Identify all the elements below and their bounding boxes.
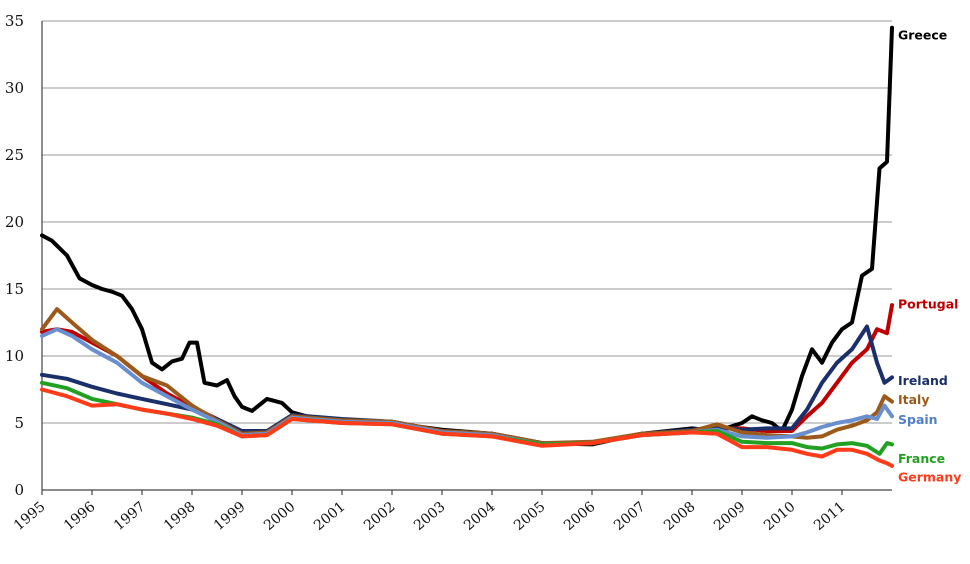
x-tick-label: 1995 <box>11 499 49 534</box>
y-tick-label: 30 <box>5 79 24 97</box>
x-tick-labels: 1995 1996 1997 1998 1999 2000 2001 2002 2003 2004… <box>11 499 849 534</box>
x-tick-label: 1999 <box>211 499 249 534</box>
x-tick-label: 2009 <box>711 499 749 534</box>
series-label-greece: Greece <box>898 27 947 42</box>
y-tick-label: 0 <box>14 481 24 499</box>
series-label-france: France <box>898 451 945 466</box>
x-tick-label: 2005 <box>511 499 549 534</box>
x-tick-label: 2007 <box>611 499 649 534</box>
y-tick-label: 10 <box>5 347 24 365</box>
y-tick-label: 5 <box>14 414 24 432</box>
x-tick-label: 1997 <box>111 499 149 534</box>
x-tick-label: 2003 <box>411 499 449 534</box>
y-tick-label: 35 <box>5 12 24 30</box>
y-tick-labels: 0 5 10 15 20 25 30 35 <box>5 12 24 499</box>
series-label-ireland: Ireland <box>898 373 948 388</box>
series-line-greece <box>40 25 894 447</box>
series-line-germany <box>40 387 894 468</box>
x-tick-label: 1998 <box>161 499 199 534</box>
x-tick-label: 2002 <box>361 499 399 534</box>
axes <box>41 21 892 495</box>
x-tick-label: 2001 <box>311 499 349 534</box>
y-tick-label: 15 <box>5 280 24 298</box>
x-tick-label: 2010 <box>761 499 799 534</box>
x-tick-label: 2011 <box>811 499 849 534</box>
y-tick-label: 20 <box>5 213 24 231</box>
series-label-italy: Italy <box>898 392 930 407</box>
x-tick-label: 2004 <box>461 499 499 534</box>
series-label-germany: Germany <box>898 470 961 485</box>
y-tick-label: 25 <box>5 146 24 164</box>
series-lines <box>40 25 894 468</box>
series-labels: Greece Portugal Ireland Italy Spain France Ger… <box>898 27 961 484</box>
x-tick-label: 2000 <box>261 499 299 534</box>
x-tick-label: 2008 <box>661 499 699 534</box>
series-label-spain: Spain <box>898 412 938 427</box>
series-line-ireland <box>40 324 894 446</box>
x-tick-label: 2006 <box>561 499 599 534</box>
x-tick-label: 1996 <box>61 499 99 534</box>
series-label-portugal: Portugal <box>898 297 958 312</box>
